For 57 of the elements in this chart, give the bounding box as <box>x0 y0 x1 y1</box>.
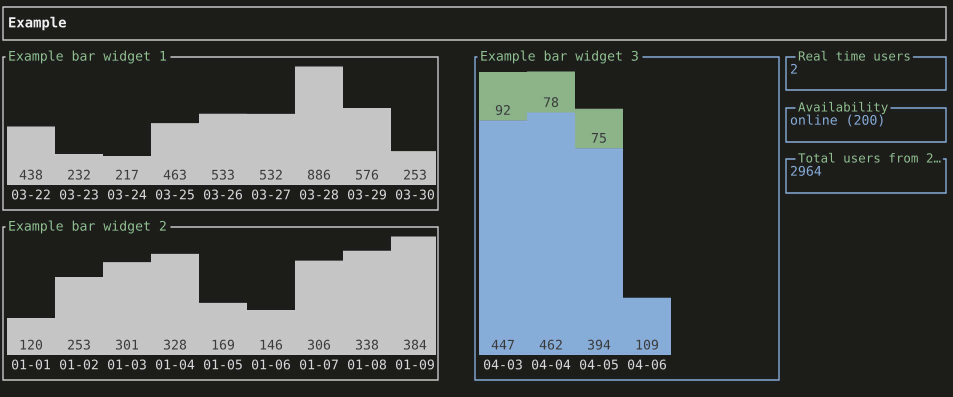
data-label: 463 <box>164 170 186 180</box>
text: Example <box>9 16 66 30</box>
x-tick-label: 04-06 <box>628 359 666 370</box>
x-tick-label: 01-09 <box>396 359 434 370</box>
data-label: 146 <box>260 340 282 350</box>
data-label: 92 <box>496 105 510 115</box>
data-label: 533 <box>212 170 234 180</box>
x-tick-label: 03-29 <box>348 189 386 200</box>
text: online (200) <box>790 114 883 126</box>
chart-title: Example bar widget 3 <box>481 50 638 64</box>
chart-title: Example bar widget 1 <box>9 50 166 64</box>
data-label: 576 <box>356 170 378 180</box>
data-label: 217 <box>116 170 138 180</box>
data-label: 232 <box>68 170 90 180</box>
data-label: 301 <box>116 340 138 350</box>
data-label: 253 <box>404 170 426 180</box>
data-label: 169 <box>212 340 234 350</box>
x-tick-label: 01-08 <box>348 359 386 370</box>
data-label: 78 <box>544 97 558 108</box>
data-label: 109 <box>636 340 658 350</box>
x-tick-label: 03-23 <box>60 189 98 200</box>
text: Real time users <box>798 50 910 61</box>
x-tick-label: 01-07 <box>300 359 338 370</box>
data-label: 120 <box>20 340 42 350</box>
x-tick-label: 04-05 <box>580 359 618 370</box>
data-label: 306 <box>308 340 330 350</box>
data-label: 462 <box>540 340 562 350</box>
x-tick-label: 03-30 <box>396 189 434 200</box>
text: Availability <box>798 102 888 114</box>
x-tick-label: 01-04 <box>156 359 194 370</box>
data-label: 75 <box>592 133 606 143</box>
x-tick-label: 01-06 <box>252 359 290 370</box>
data-label: 394 <box>588 340 610 350</box>
data-label: 447 <box>492 340 514 350</box>
text: Total users from 2… <box>798 152 940 163</box>
chart-title: Example bar widget 2 <box>9 220 166 234</box>
data-label: 328 <box>164 340 186 350</box>
x-tick-label: 03-25 <box>156 189 194 200</box>
x-tick-label: 03-24 <box>108 189 146 200</box>
data-label: 532 <box>260 170 282 180</box>
data-label: 438 <box>20 170 42 180</box>
x-tick-label: 03-27 <box>252 189 290 200</box>
data-label: 253 <box>68 340 90 350</box>
x-tick-label: 01-03 <box>108 359 146 370</box>
x-tick-label: 01-02 <box>60 359 98 370</box>
text: 2 <box>790 64 797 74</box>
data-label: 384 <box>404 340 426 350</box>
x-tick-label: 01-05 <box>204 359 242 370</box>
x-tick-label: 01-01 <box>12 359 50 370</box>
x-tick-label: 04-03 <box>484 359 522 370</box>
x-tick-label: 03-28 <box>300 189 338 200</box>
data-label: 886 <box>308 170 330 180</box>
x-tick-label: 03-26 <box>204 189 242 200</box>
text: 2964 <box>790 166 822 176</box>
data-label: 338 <box>356 340 378 350</box>
x-tick-label: 03-22 <box>12 189 50 200</box>
x-tick-label: 04-04 <box>532 359 570 370</box>
